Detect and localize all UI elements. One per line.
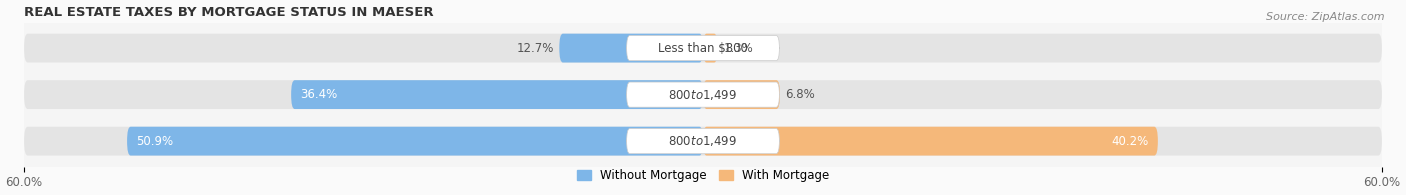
FancyBboxPatch shape bbox=[24, 34, 1382, 63]
FancyBboxPatch shape bbox=[703, 34, 717, 63]
FancyBboxPatch shape bbox=[703, 127, 1159, 156]
FancyBboxPatch shape bbox=[627, 129, 779, 154]
FancyBboxPatch shape bbox=[627, 35, 779, 61]
FancyBboxPatch shape bbox=[24, 127, 1382, 156]
Text: 36.4%: 36.4% bbox=[301, 88, 337, 101]
Legend: Without Mortgage, With Mortgage: Without Mortgage, With Mortgage bbox=[572, 164, 834, 187]
Text: 40.2%: 40.2% bbox=[1112, 135, 1149, 148]
Text: 50.9%: 50.9% bbox=[136, 135, 173, 148]
Text: $800 to $1,499: $800 to $1,499 bbox=[668, 134, 738, 148]
Text: REAL ESTATE TAXES BY MORTGAGE STATUS IN MAESER: REAL ESTATE TAXES BY MORTGAGE STATUS IN … bbox=[24, 5, 433, 19]
FancyBboxPatch shape bbox=[291, 80, 703, 109]
Text: Less than $800: Less than $800 bbox=[658, 42, 748, 55]
FancyBboxPatch shape bbox=[24, 80, 1382, 109]
FancyBboxPatch shape bbox=[560, 34, 703, 63]
Text: 12.7%: 12.7% bbox=[516, 42, 554, 55]
Text: 1.3%: 1.3% bbox=[723, 42, 754, 55]
FancyBboxPatch shape bbox=[127, 127, 703, 156]
FancyBboxPatch shape bbox=[703, 80, 780, 109]
Text: Source: ZipAtlas.com: Source: ZipAtlas.com bbox=[1267, 12, 1385, 22]
Text: $800 to $1,499: $800 to $1,499 bbox=[668, 88, 738, 102]
Text: 6.8%: 6.8% bbox=[786, 88, 815, 101]
FancyBboxPatch shape bbox=[627, 82, 779, 107]
